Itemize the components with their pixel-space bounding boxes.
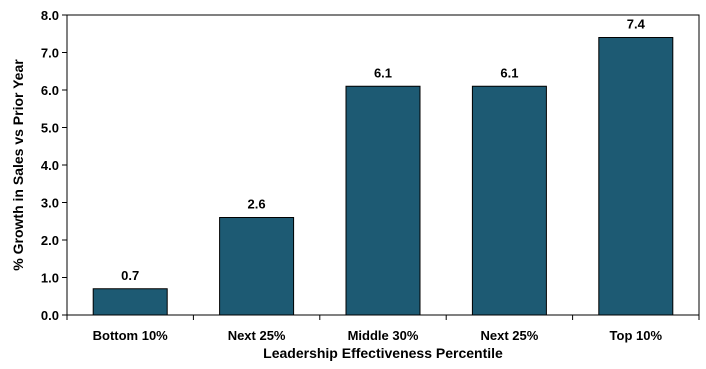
bar-value-label: 7.4 xyxy=(627,17,646,32)
bar xyxy=(219,217,295,316)
bar xyxy=(598,37,674,316)
bar xyxy=(471,85,547,316)
y-axis: 0.0 1.0 2.0 3.0 4.0 5.0 6.0 7.0 8.0 xyxy=(41,8,67,323)
x-tick-label: Middle 30% xyxy=(348,328,419,343)
y-tick-label: 6.0 xyxy=(41,83,59,98)
x-axis: Bottom 10% Next 25% Middle 30% Next 25% Top … xyxy=(66,315,700,343)
y-tick-label: 5.0 xyxy=(41,121,59,136)
y-tick-label: 0.0 xyxy=(41,308,59,323)
data-labels: 0.7 2.6 6.1 6.1 7.4 xyxy=(121,17,645,283)
y-tick-label: 2.0 xyxy=(41,233,59,248)
bar-value-label: 6.1 xyxy=(500,65,518,80)
bar-value-label: 0.7 xyxy=(121,268,139,283)
y-tick-label: 4.0 xyxy=(41,158,59,173)
x-tick-label: Top 10% xyxy=(610,328,663,343)
y-tick-label: 1.0 xyxy=(41,271,59,286)
bar-value-label: 6.1 xyxy=(374,65,392,80)
bar xyxy=(345,85,421,316)
y-tick-label: 3.0 xyxy=(41,196,59,211)
x-tick-label: Next 25% xyxy=(228,328,286,343)
y-tick-label: 7.0 xyxy=(41,46,59,61)
y-tick-label: 8.0 xyxy=(41,8,59,23)
x-tick-label: Next 25% xyxy=(480,328,538,343)
bar-series xyxy=(92,37,674,316)
y-axis-title: % Growth in Sales vs Prior Year xyxy=(10,59,26,271)
x-axis-title: Leadership Effectiveness Percentile xyxy=(263,345,503,361)
bar xyxy=(92,288,168,316)
bar-value-label: 2.6 xyxy=(248,197,266,212)
x-tick-label: Bottom 10% xyxy=(93,328,169,343)
